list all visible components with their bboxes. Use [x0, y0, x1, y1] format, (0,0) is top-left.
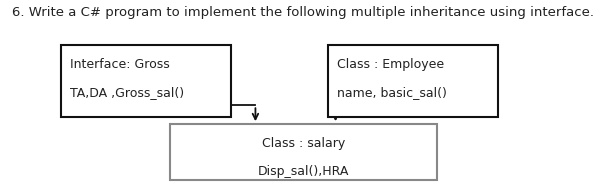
Text: 6. Write a C# program to implement the following multiple inheritance using inte: 6. Write a C# program to implement the f…: [13, 6, 594, 19]
FancyBboxPatch shape: [170, 124, 437, 180]
Text: Class : salary: Class : salary: [262, 137, 345, 150]
Text: Class : Employee: Class : Employee: [337, 58, 444, 71]
Text: Disp_sal(),HRA: Disp_sal(),HRA: [258, 165, 349, 178]
FancyBboxPatch shape: [328, 45, 498, 117]
Text: TA,DA ,Gross_sal(): TA,DA ,Gross_sal(): [70, 86, 184, 99]
FancyBboxPatch shape: [61, 45, 231, 117]
Text: Interface: Gross: Interface: Gross: [70, 58, 169, 71]
Text: name, basic_sal(): name, basic_sal(): [337, 86, 447, 99]
